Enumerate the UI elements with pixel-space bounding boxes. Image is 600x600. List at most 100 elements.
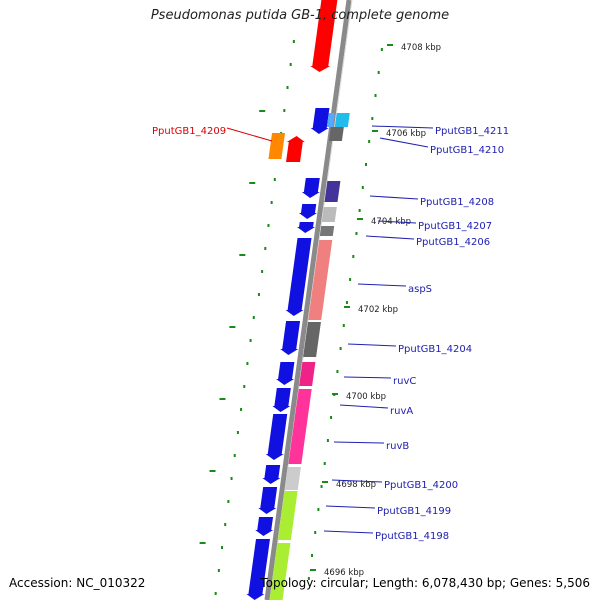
gene-label-pputgb1_4209[interactable]: PputGB1_4209 (152, 126, 226, 137)
gene-leader-line (325, 505, 376, 509)
gene-block-pputgb1_4206 (319, 226, 335, 236)
gene-leader-line (371, 125, 434, 129)
gene-leader-line (339, 404, 389, 409)
gene-leader-line (333, 441, 385, 444)
gene-leader-line (357, 283, 407, 287)
gene-block-forward (301, 178, 320, 198)
grid-dot (355, 232, 358, 235)
gene-label-ruvc[interactable]: ruvC (393, 376, 416, 387)
grid-dash (259, 110, 266, 112)
grid-dot (236, 431, 239, 434)
grid-dash (229, 326, 236, 328)
gene-label-pputgb1_4208[interactable]: PputGB1_4208 (420, 197, 494, 208)
gene-label-pputgb1_4207[interactable]: PputGB1_4207 (418, 221, 492, 232)
gene-label-pputgb1_4204[interactable]: PputGB1_4204 (398, 344, 472, 355)
gene-block-pputgb1_4207 (321, 207, 337, 222)
grid-dot (352, 255, 355, 258)
topology-summary: Topology: circular; Length: 6,078,430 bp… (260, 576, 590, 590)
grid-dot (261, 270, 264, 273)
grid-dot (252, 316, 255, 319)
grid-dot (214, 592, 217, 595)
grid-dot (345, 301, 348, 304)
grid-dot (371, 117, 374, 120)
grid-dot (224, 523, 227, 526)
gene-label-pputgb1_4200[interactable]: PputGB1_4200 (384, 480, 458, 491)
accession-label: Accession: NC_010322 (9, 576, 146, 590)
tick-label: 4708 kbp (401, 43, 441, 53)
gene-label-pputgb1_4210[interactable]: PputGB1_4210 (430, 145, 504, 156)
grid-dot (323, 462, 326, 465)
tick-label: 4700 kbp (346, 392, 386, 402)
gene-block-pputgb1_4208 (324, 181, 341, 202)
gene-leader-line (369, 195, 419, 200)
grid-dot (246, 362, 249, 365)
grid-dot (307, 577, 310, 580)
tick-mark (310, 569, 316, 571)
grid-dash (249, 182, 256, 184)
gene-block-forward (272, 388, 291, 412)
gene-block-asps (308, 240, 333, 320)
grid-dash (219, 398, 226, 400)
gene-block-forward (246, 539, 270, 600)
grid-dot (380, 48, 383, 51)
gene-block-forward (297, 222, 316, 233)
gene-label-asps[interactable]: aspS (408, 284, 432, 295)
grid-dot (233, 454, 236, 457)
gene-label-pputgb1_4206[interactable]: PputGB1_4206 (416, 237, 490, 248)
grid-dot (249, 339, 252, 342)
tick-mark (332, 393, 338, 395)
grid-dot (283, 109, 286, 112)
gene-block-forward (285, 238, 312, 316)
tick-label: 4702 kbp (358, 305, 398, 315)
gene-block-ruva (288, 389, 312, 464)
gene-leader-line (323, 530, 374, 534)
grid-dot (227, 500, 230, 503)
gene-block-pputgb1_4209 (268, 133, 286, 159)
grid-dot (267, 224, 270, 227)
grid-dot (377, 71, 380, 74)
grid-dot (273, 178, 276, 181)
grid-dot (368, 140, 371, 143)
grid-dot (326, 439, 329, 442)
grid-dot (217, 569, 220, 572)
gene-label-ruvb[interactable]: ruvB (386, 441, 409, 452)
gene-label-ruva[interactable]: ruvA (390, 406, 413, 417)
gene-block-pputgb1_4211-part (326, 113, 335, 127)
grid-dot (314, 531, 317, 534)
grid-dot (358, 209, 361, 212)
gene-block-forward (262, 465, 281, 484)
gene-leader-line (377, 220, 417, 224)
gene-block-pputgb1_4211 (334, 113, 350, 127)
grid-dot (257, 293, 260, 296)
gene-leader-line (379, 137, 429, 148)
gene-block-forward (298, 204, 317, 219)
gene-block-forward (276, 362, 295, 385)
gene-label-pputgb1_4199[interactable]: PputGB1_4199 (377, 506, 451, 517)
grid-dot (349, 278, 352, 281)
grid-dot (240, 408, 243, 411)
tick-mark (322, 481, 328, 483)
grid-dot (342, 324, 345, 327)
genome-backbone (264, 0, 352, 600)
gene-label-pputgb1_4211[interactable]: PputGB1_4211 (435, 126, 509, 137)
gene-block-pputgb1_4200 (284, 467, 301, 490)
tick-label: 4696 kbp (324, 568, 364, 578)
grid-dash (239, 254, 246, 256)
gene-block-forward (258, 487, 278, 514)
gene-block-pputgb1_4204 (303, 322, 321, 357)
gene-block-pputgb1_4198 (269, 543, 291, 600)
grid-dot (270, 201, 273, 204)
tick-mark (372, 130, 378, 132)
gene-leader-line (343, 376, 392, 379)
grid-dot (221, 546, 224, 549)
tick-label: 4698 kbp (336, 480, 376, 490)
gene-label-pputgb1_4198[interactable]: PputGB1_4198 (375, 531, 449, 542)
gene-leader-line (331, 479, 383, 483)
grid-dot (330, 416, 333, 419)
gene-leader-line (347, 343, 397, 347)
grid-dot (339, 347, 342, 350)
gene-leader-line (365, 235, 415, 240)
gene-block-forward (280, 321, 301, 355)
